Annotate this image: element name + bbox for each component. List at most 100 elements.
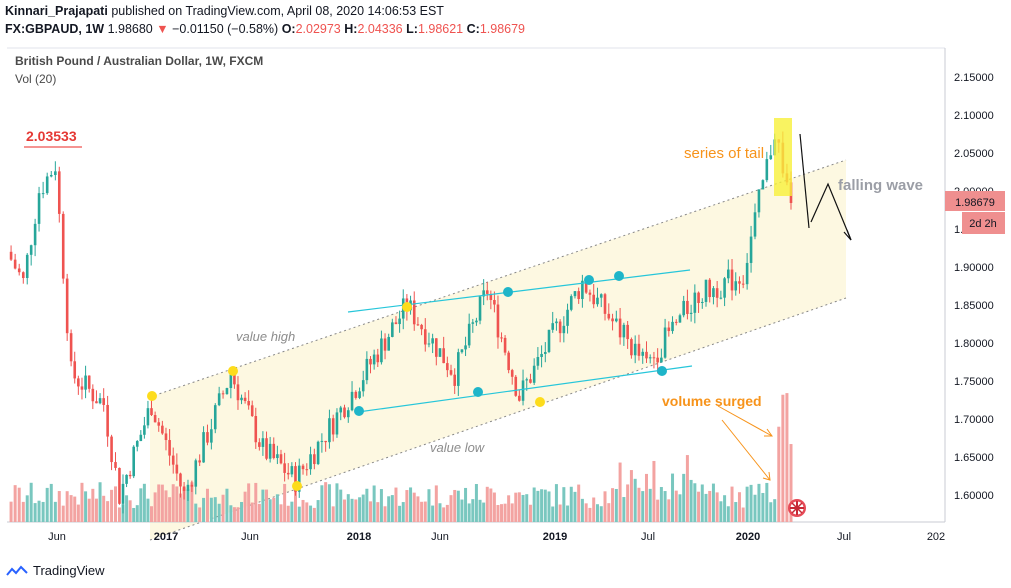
candle-body — [13, 259, 17, 269]
candle-body — [715, 288, 719, 298]
candle-body — [566, 309, 569, 326]
author-name[interactable]: Kinnari_Prajapati — [5, 4, 108, 18]
tradingview-logo-icon — [6, 565, 28, 577]
wave-line — [799, 133, 810, 229]
volume-bar — [745, 486, 749, 522]
time-axis[interactable]: Jun 2017 Jun 2018 Jun 2019 Jul 2020 Jul 202 — [48, 531, 945, 543]
volume-bar — [358, 497, 362, 522]
lower-trend-line[interactable] — [357, 365, 693, 413]
volume-bar — [547, 491, 551, 522]
candle-body — [446, 363, 449, 371]
pivot-dot — [657, 366, 667, 376]
candle-body — [168, 440, 171, 456]
candle-body — [753, 212, 757, 237]
candle-body — [398, 318, 401, 325]
volume-bar — [566, 505, 570, 522]
candle-body — [630, 339, 633, 356]
volume-bar — [715, 492, 719, 522]
arrow-head-icon — [843, 229, 852, 241]
candle-body — [346, 410, 350, 418]
volume-bar — [405, 490, 409, 522]
pivot-dot — [292, 481, 302, 491]
volume-bar — [704, 493, 708, 522]
candle-body — [240, 397, 243, 401]
volume-bar — [221, 494, 225, 522]
volume-bar — [33, 503, 37, 522]
volume-bar — [626, 484, 630, 522]
candle-body — [420, 324, 423, 330]
candle-body — [503, 337, 507, 353]
volume-bar — [489, 488, 493, 522]
volume-bar — [365, 488, 369, 522]
candle-body — [416, 324, 420, 326]
volume-bar — [540, 489, 544, 522]
publish-info: published on TradingView.com, April 08, … — [111, 4, 444, 18]
candle-body — [102, 398, 105, 405]
candle-body — [161, 425, 164, 434]
candle-body — [206, 432, 209, 443]
volume-bar — [213, 497, 217, 522]
volume-bar — [629, 470, 633, 522]
candles — [9, 131, 793, 514]
volume-bar — [283, 483, 287, 522]
time-tick-label: 2020 — [736, 531, 760, 543]
countdown-tag — [962, 212, 1005, 234]
candle-body — [656, 357, 659, 363]
countdown-tag-text: 2d 2h — [969, 218, 997, 230]
pivot-dot — [614, 271, 624, 281]
footer-brand[interactable]: TradingView — [6, 563, 105, 578]
candle-body — [335, 412, 339, 435]
candle-body — [65, 278, 69, 334]
candle-body — [547, 329, 551, 353]
volume-bar — [243, 491, 247, 522]
candle-body — [478, 296, 482, 321]
candle-body — [596, 297, 599, 305]
candle-body — [276, 454, 279, 459]
pivot-dot — [354, 406, 364, 416]
candle-body — [358, 391, 361, 398]
wave-line — [810, 182, 852, 241]
candle-body — [91, 388, 95, 402]
volume-bar — [94, 498, 98, 522]
volume-bar — [257, 503, 261, 522]
volume-bar — [445, 504, 449, 522]
down-arrow-icon: ▼ — [156, 22, 169, 36]
candle-body — [521, 380, 525, 401]
uk-flag-icon[interactable] — [788, 499, 806, 517]
volume-bar — [765, 482, 769, 522]
volume-bar — [478, 499, 482, 522]
candle-body — [132, 446, 135, 477]
volume-bar — [588, 507, 592, 522]
candle-body — [25, 254, 29, 279]
candle-body — [146, 408, 150, 426]
volume-bar — [361, 494, 365, 522]
candle-body — [540, 353, 543, 357]
volume-bar — [286, 505, 290, 522]
candle-body — [700, 301, 704, 304]
volume-bar — [182, 487, 186, 522]
candle-body — [464, 345, 467, 350]
volume-bar — [757, 483, 761, 522]
candle-body — [599, 294, 603, 298]
volume-bar — [98, 482, 102, 522]
volume-bar — [57, 491, 61, 522]
candle-body — [69, 333, 73, 362]
volume-bar — [153, 492, 157, 522]
volume-bar — [106, 501, 110, 522]
volume-bar — [659, 487, 663, 522]
candle-body — [61, 213, 65, 279]
candle-body — [179, 473, 182, 487]
candle-body — [500, 337, 503, 339]
volume-bar — [741, 507, 745, 522]
candle-body — [645, 351, 648, 359]
candle-body — [33, 223, 37, 246]
volume-bar — [168, 497, 172, 522]
candle-body — [510, 370, 514, 377]
candle-body — [588, 292, 592, 295]
volume-bar — [449, 495, 453, 522]
candle-body — [704, 279, 708, 302]
candle-body — [569, 296, 573, 310]
price-axis[interactable]: 1.60000 1.65000 1.70000 1.75000 1.80000 1.850… — [954, 72, 994, 502]
candle-body — [261, 438, 265, 447]
